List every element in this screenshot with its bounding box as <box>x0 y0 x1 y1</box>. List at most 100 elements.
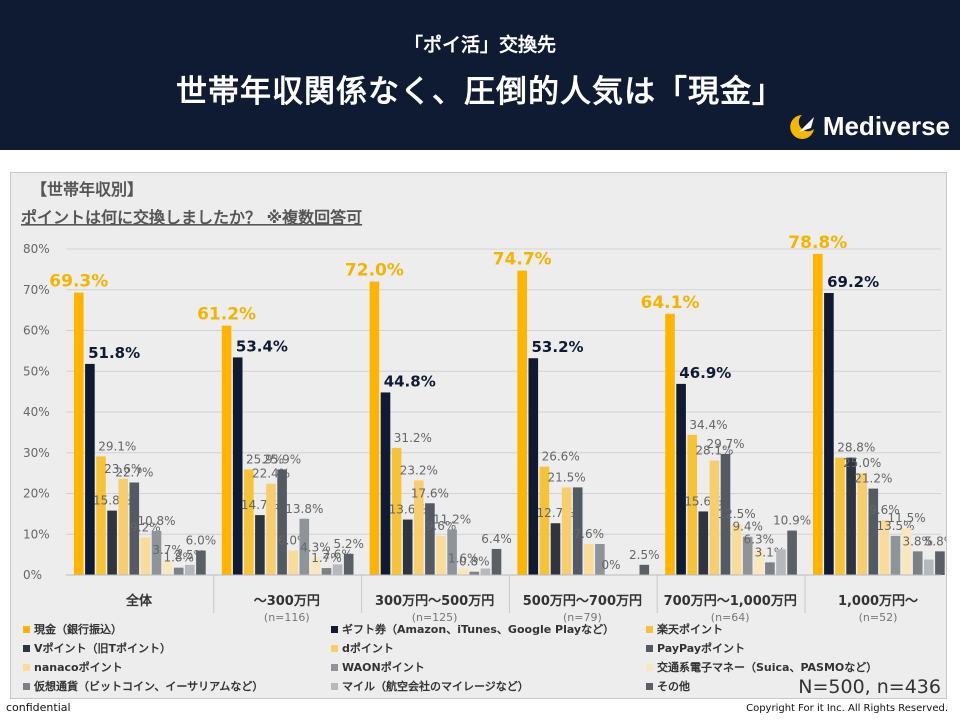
sample-size-note: N=500, n=436 <box>798 676 941 698</box>
bar <box>868 488 879 575</box>
bar <box>266 483 276 575</box>
data-label: 9.6% <box>869 503 900 517</box>
bar <box>414 480 424 575</box>
y-tick-label: 70% <box>23 283 50 297</box>
bar <box>232 357 243 575</box>
header-subtitle: 「ポイ活」交換先 <box>403 34 556 56</box>
bar <box>561 487 572 575</box>
brand-name: Mediverse <box>822 111 950 141</box>
x-category-label: ～300万円 <box>254 594 320 609</box>
bar <box>221 325 232 575</box>
y-tick-label: 60% <box>23 324 50 338</box>
legend-label: WAONポイント <box>342 660 425 674</box>
data-label: 5.2% <box>333 537 364 551</box>
bar <box>835 457 845 575</box>
data-label: 7.6% <box>574 527 605 541</box>
bar <box>402 519 413 575</box>
data-label: 34.4% <box>689 418 727 432</box>
x-category-n: (n=52) <box>859 611 898 624</box>
data-label: 25.9% <box>263 452 301 466</box>
data-label: 64.1% <box>641 293 700 313</box>
bar <box>277 469 287 575</box>
data-label: 53.4% <box>236 337 288 355</box>
data-label: 44.8% <box>384 372 436 390</box>
legend-swatch <box>23 626 30 633</box>
bar <box>824 293 834 575</box>
bar <box>528 358 539 575</box>
bar <box>550 523 561 575</box>
bar <box>857 473 867 575</box>
legend-swatch <box>646 664 653 671</box>
y-tick-label: 80% <box>23 242 50 256</box>
data-label: 0% <box>601 558 620 572</box>
bar <box>185 564 195 575</box>
legend-label: 楽天ポイント <box>656 622 723 636</box>
data-label: 13.8% <box>285 502 323 516</box>
footer-confidential: confidential <box>6 701 71 714</box>
bar <box>96 456 106 575</box>
data-label: 69.3% <box>49 272 108 292</box>
data-label: 12.5% <box>718 507 756 521</box>
data-label: 29.7% <box>706 437 744 451</box>
bar <box>391 447 402 575</box>
data-label: 23.6% <box>104 462 142 476</box>
bar <box>879 519 890 575</box>
bar <box>244 469 254 575</box>
data-label: 10.9% <box>773 514 811 528</box>
y-tick-label: 40% <box>23 405 50 419</box>
data-label: 51.8% <box>88 344 140 362</box>
legend-swatch <box>23 664 30 671</box>
data-label: 69.2% <box>827 273 879 291</box>
chart-label: 【世帯年収別】 <box>31 180 143 199</box>
y-tick-label: 20% <box>23 487 50 501</box>
data-label: 53.2% <box>532 338 584 356</box>
data-label: 9.4% <box>732 520 763 534</box>
bar <box>676 383 686 575</box>
bar <box>85 363 95 575</box>
data-label: 1.6% <box>448 551 479 565</box>
bar <box>173 567 184 575</box>
bar <box>140 537 151 575</box>
legend-label: nanacoポイント <box>34 660 123 674</box>
bar <box>491 548 502 575</box>
bar <box>447 529 457 575</box>
y-tick-label: 50% <box>23 364 50 378</box>
bar <box>787 530 797 575</box>
bar <box>698 511 709 575</box>
bar <box>731 524 742 575</box>
bar <box>912 551 923 575</box>
bar <box>639 564 650 575</box>
bar <box>901 528 912 575</box>
data-label: 21.5% <box>548 470 586 484</box>
x-category-n: (n=64) <box>711 611 750 624</box>
data-label: 21.2% <box>854 472 892 486</box>
bar <box>321 568 332 575</box>
data-label: 23.2% <box>400 463 438 477</box>
bar <box>924 559 934 575</box>
bar <box>436 535 446 575</box>
legend-swatch <box>23 683 30 690</box>
bar <box>299 518 310 575</box>
data-label: 1.7% <box>311 551 342 565</box>
bar <box>539 466 550 575</box>
data-label: 5.8% <box>925 534 946 548</box>
data-label: 11.5% <box>888 511 926 525</box>
x-category-n: (n=125) <box>412 611 458 624</box>
bar <box>665 313 675 575</box>
legend-swatch <box>646 626 653 633</box>
data-label: 78.8% <box>788 233 847 253</box>
legend-label: 交通系電子マネー（Suica、PASMOなど） <box>657 660 877 674</box>
y-tick-label: 10% <box>23 527 50 541</box>
header-banner: 「ポイ活」交換先 世帯年収関係なく、圧倒的人気は「現金」 Mediverse <box>0 0 960 150</box>
legend-swatch <box>331 645 338 652</box>
bar <box>890 535 901 575</box>
bar <box>709 460 720 575</box>
bar <box>687 434 697 575</box>
legend-label: 仮想通貨（ビットコイン、イーサリアムなど） <box>33 679 263 693</box>
legend-swatch <box>646 645 653 652</box>
data-label: 25.9% <box>246 452 284 466</box>
bar <box>742 536 753 575</box>
y-tick-label: 0% <box>23 568 42 582</box>
x-category-label: 700万円～1,000万円 <box>664 594 797 609</box>
bar <box>425 503 435 575</box>
